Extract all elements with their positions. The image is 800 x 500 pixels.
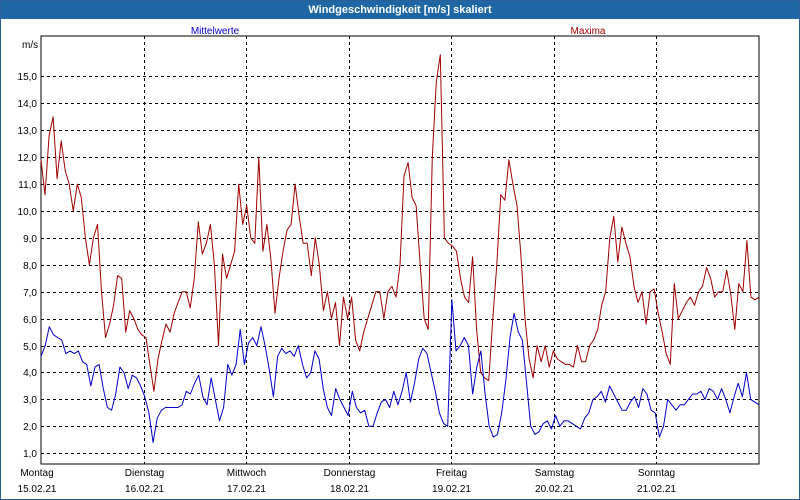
x-tick-day-label: Mittwoch	[227, 468, 266, 479]
y-tick-label: 3,0	[23, 395, 37, 406]
plot-area-frame	[40, 35, 760, 465]
y-tick-label: 2,0	[23, 422, 37, 433]
x-tick-day-label: Sonntag	[638, 468, 675, 479]
y-tick-label: 9,0	[23, 234, 37, 245]
x-tick-date-label: 16.02.21	[125, 484, 164, 495]
y-tick-label: 6,0	[23, 315, 37, 326]
x-tick-date-label: 18.02.21	[330, 484, 369, 495]
legend-maxima: Maxima	[570, 26, 605, 37]
x-tick-date-label: 21.02.21	[637, 484, 676, 495]
x-tick-date-label: 17.02.21	[227, 484, 266, 495]
y-tick-label: 1,0	[23, 449, 37, 460]
x-tick-day-label: Freitag	[436, 468, 467, 479]
y-tick-label: 7,0	[23, 288, 37, 299]
x-axis-ticks: Montag 15.02.21 Dienstag 16.02.21 Mittwoch 17…	[18, 468, 677, 495]
y-tick-label: 10,0	[18, 207, 38, 218]
x-tick-day-label: Donnerstag	[324, 468, 376, 479]
x-tick-day-label: Samstag	[535, 468, 574, 479]
y-tick-label: 14,0	[18, 99, 38, 110]
y-tick-label: 12,0	[18, 153, 38, 164]
legend-mittelwerte: Mittelwerte	[191, 26, 240, 37]
series-lines	[40, 54, 760, 443]
y-tick-label: 5,0	[23, 342, 37, 353]
y-axis-ticks: 1,0 2,0 3,0 4,0 5,0 6,0 7,0 8,0 9,0 10,0 11,0 12,0 1…	[18, 72, 38, 460]
series-line-mittelwerte	[40, 299, 760, 443]
x-tick-date-label: 15.02.21	[18, 484, 57, 495]
y-tick-label: 13,0	[18, 126, 38, 137]
x-tick-date-label: 19.02.21	[432, 484, 471, 495]
grid-lines	[41, 36, 759, 464]
x-tick-day-label: Montag	[20, 468, 53, 479]
y-tick-label: 15,0	[18, 72, 38, 83]
y-tick-label: 8,0	[23, 261, 37, 272]
y-tick-label: 11,0	[18, 180, 37, 191]
y-axis-unit-label: m/s	[22, 40, 38, 51]
x-tick-date-label: 20.02.21	[535, 484, 574, 495]
x-tick-day-label: Dienstag	[125, 468, 164, 479]
y-tick-label: 4,0	[23, 368, 37, 379]
chart-title: Windgeschwindigkeit [m/s] skaliert	[1, 1, 799, 19]
series-line-maxima	[40, 54, 760, 392]
